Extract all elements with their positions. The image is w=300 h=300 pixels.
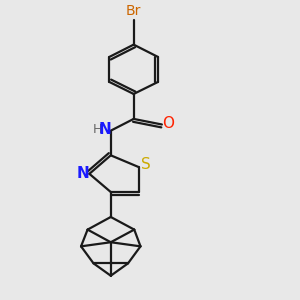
Text: H: H <box>93 123 102 136</box>
Text: N: N <box>99 122 112 137</box>
Text: O: O <box>162 116 174 131</box>
Text: N: N <box>77 166 90 181</box>
Text: Br: Br <box>126 4 141 18</box>
Text: S: S <box>141 157 151 172</box>
